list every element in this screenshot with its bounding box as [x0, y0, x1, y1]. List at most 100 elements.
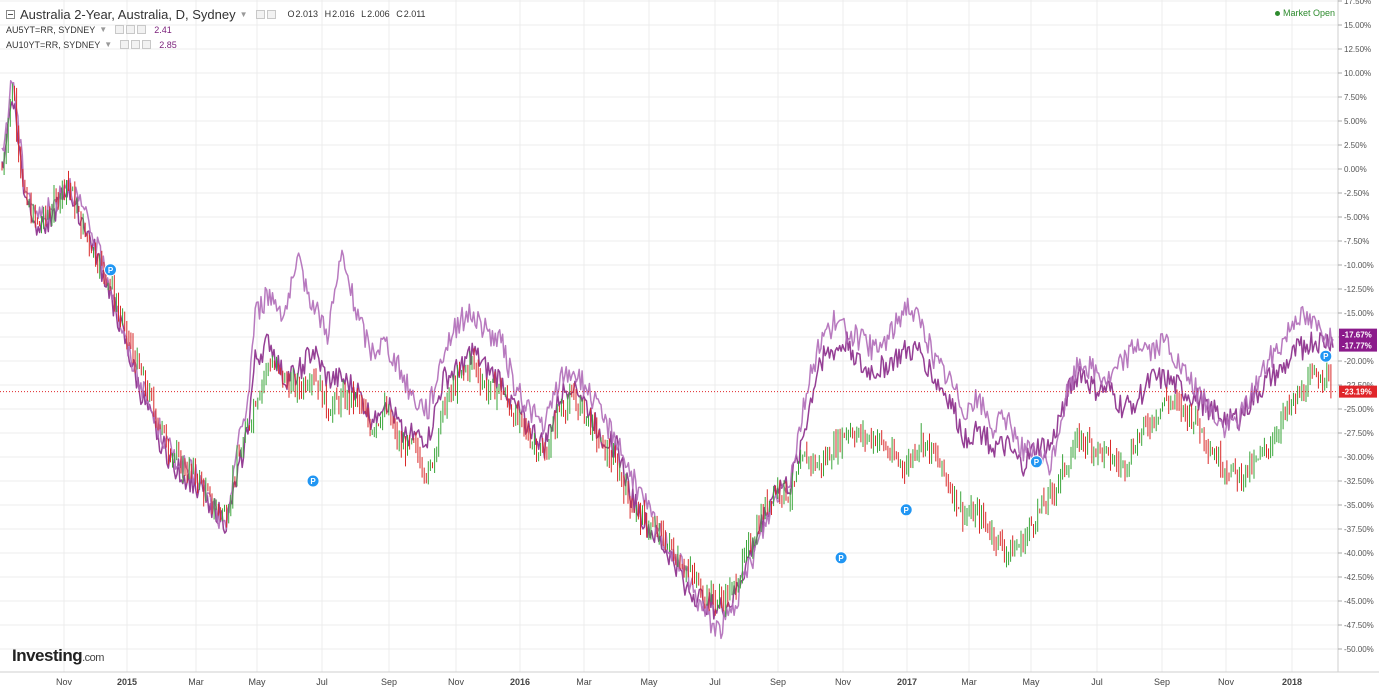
event-marker-label: P [1323, 352, 1329, 361]
ohlc-close-value: 2.011 [403, 9, 426, 19]
ohlc-high-value: 2.016 [332, 9, 355, 19]
x-tick-label: May [248, 677, 266, 687]
x-tick-label: Nov [1218, 677, 1235, 687]
x-tick-label: May [1022, 677, 1040, 687]
ohlc-c-label: C [396, 9, 403, 19]
y-tick-label: -32.50% [1344, 477, 1374, 486]
event-marker[interactable]: P [899, 503, 913, 517]
x-tick-label: 2017 [897, 677, 917, 687]
y-tick-label: -5.00% [1344, 213, 1369, 222]
chart-legend: Australia 2-Year, Australia, D, Sydney ▼… [6, 6, 426, 52]
price-tag [1339, 328, 1377, 341]
x-tick-label: 2018 [1282, 677, 1302, 687]
x-tick-label: Jul [709, 677, 721, 687]
close-icon[interactable] [137, 25, 147, 34]
y-tick-label: -2.50% [1344, 189, 1369, 198]
hide-icon[interactable] [131, 40, 141, 49]
price-tag-label: -17.77% [1342, 342, 1372, 351]
event-marker[interactable]: P [1029, 455, 1043, 469]
y-tick-label: 12.50% [1344, 45, 1371, 54]
y-tick-label: -45.00% [1344, 597, 1374, 606]
x-tick-label: Nov [56, 677, 73, 687]
hide-icon[interactable] [266, 9, 276, 19]
y-tick-label: -20.00% [1344, 357, 1374, 366]
series-au10yt-label[interactable]: AU10YT=RR, SYDNEY [6, 39, 101, 50]
event-marker-label: P [904, 506, 910, 515]
x-tick-label: Sep [1154, 677, 1170, 687]
x-tick-label: 2015 [117, 677, 137, 687]
settings-icon[interactable] [120, 40, 130, 49]
ohlc-open-value: 2.013 [295, 9, 319, 19]
hide-icon[interactable] [126, 25, 136, 34]
legend-buttons [115, 25, 147, 34]
y-tick-label: 10.00% [1344, 69, 1371, 78]
event-marker[interactable]: P [306, 474, 320, 488]
x-tick-label: Jul [316, 677, 328, 687]
event-marker-circle [899, 503, 913, 517]
x-tick-label: Jul [1091, 677, 1103, 687]
legend-buttons [255, 9, 276, 19]
ohlc-o-label: O [287, 9, 295, 19]
y-tick-label: 15.00% [1344, 21, 1371, 30]
series-line-au10yt [1, 80, 1334, 640]
y-tick-label: 2.50% [1344, 141, 1367, 150]
y-tick-label: -7.50% [1344, 237, 1369, 246]
settings-icon[interactable] [115, 25, 125, 34]
price-tag-label: -17.67% [1342, 331, 1372, 340]
event-marker-circle [834, 551, 848, 565]
event-marker-circle [1319, 349, 1333, 363]
y-tick-label: -27.50% [1344, 429, 1374, 438]
chevron-down-icon[interactable]: ▼ [104, 40, 113, 49]
settings-icon[interactable] [255, 9, 265, 19]
main-symbol-label[interactable]: Australia 2-Year, Australia, D, Sydney [20, 6, 236, 22]
event-marker[interactable]: P [834, 551, 848, 565]
event-marker-label: P [310, 477, 316, 486]
x-tick-label: Nov [448, 677, 465, 687]
market-status: Market Open [1274, 8, 1335, 18]
series-au5yt-label[interactable]: AU5YT=RR, SYDNEY [6, 24, 96, 35]
legend-main-row: Australia 2-Year, Australia, D, Sydney ▼… [6, 6, 426, 22]
ohlc-low-value: 2.006 [367, 9, 390, 19]
x-tick-label: Mar [961, 677, 977, 687]
chevron-down-icon[interactable]: ▼ [99, 25, 108, 34]
event-marker-circle [1029, 455, 1043, 469]
collapse-icon[interactable] [6, 9, 15, 19]
ohlc-l-label: L [361, 9, 367, 19]
price-tag [1339, 385, 1377, 398]
x-tick-label: Mar [576, 677, 592, 687]
y-tick-label: -47.50% [1344, 621, 1374, 630]
y-tick-label: 5.00% [1344, 117, 1367, 126]
logo-suffix: .com [82, 652, 104, 664]
event-marker-label: P [1034, 458, 1040, 467]
y-tick-label: -15.00% [1344, 309, 1374, 318]
chevron-down-icon[interactable]: ▼ [239, 9, 248, 19]
y-tick-label: 7.50% [1344, 93, 1367, 102]
status-dot-icon [1274, 10, 1280, 16]
y-tick-label: -30.00% [1344, 453, 1374, 462]
y-tick-label: -35.00% [1344, 501, 1374, 510]
series-au10yt-value: 2.85 [159, 39, 177, 50]
event-marker-label: P [108, 266, 114, 275]
event-marker-label: P [838, 554, 844, 563]
logo-name: Investing [12, 646, 83, 665]
y-tick-label: -22.50% [1344, 381, 1374, 390]
y-tick-label: -10.00% [1344, 261, 1374, 270]
investing-logo: Investing.com [12, 646, 104, 666]
series-line-au5yt [1, 100, 1334, 620]
y-tick-label: -50.00% [1344, 645, 1374, 654]
event-marker[interactable]: P [104, 263, 118, 277]
ohlc-readout: O2.013 H2.016 L2.006 C2.011 [284, 9, 426, 19]
close-icon[interactable] [142, 40, 152, 49]
ohlc-h-label: H [324, 9, 332, 19]
legend-series-au5yt: AU5YT=RR, SYDNEY ▼ 2.41 [6, 22, 426, 37]
event-marker[interactable]: P [1319, 349, 1333, 363]
x-tick-label: 2016 [510, 677, 530, 687]
event-marker-circle [306, 474, 320, 488]
series-au5yt-value: 2.41 [154, 24, 172, 35]
x-tick-label: Nov [835, 677, 852, 687]
x-tick-label: Sep [381, 677, 397, 687]
y-tick-label: -42.50% [1344, 573, 1374, 582]
y-tick-label: -12.50% [1344, 285, 1374, 294]
